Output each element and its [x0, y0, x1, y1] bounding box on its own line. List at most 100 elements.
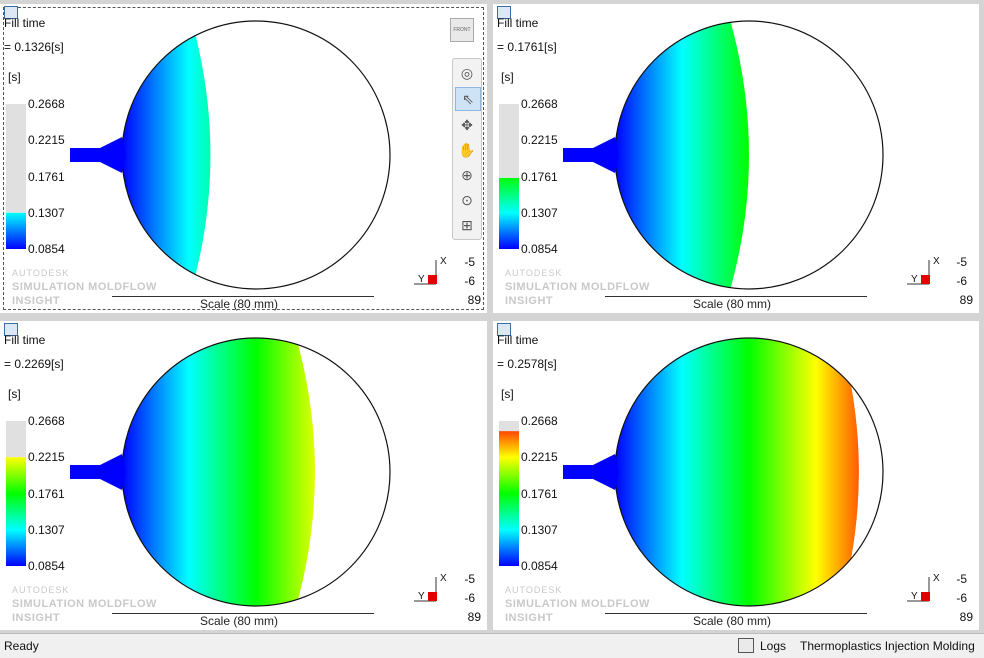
logo-line: SIMULATION MOLDFLOW	[505, 281, 650, 293]
legend-tick-label: 0.2215	[28, 133, 65, 148]
legend-unfilled	[499, 421, 519, 432]
legend-tick-label: 0.1307	[28, 205, 65, 220]
legend-tick-label: 0.1307	[521, 205, 558, 220]
pane-unit: [s]	[501, 70, 514, 84]
axis-letter-y: Y	[911, 274, 918, 285]
axis-letter-x: X	[440, 573, 447, 584]
melt-front-region	[615, 338, 859, 606]
axis-origin-marker	[921, 275, 930, 284]
legend-unfilled	[6, 421, 26, 458]
legend-tick-label: 0.0854	[28, 559, 65, 573]
pane-title: Fill time	[497, 333, 539, 347]
pane-time: = 0.2269[s]	[4, 357, 64, 371]
logo-line: INSIGHT	[12, 612, 61, 624]
legend-tick-label: 0.2668	[28, 97, 65, 111]
axis-triad	[907, 577, 930, 602]
scale-label: Scale (80 mm)	[693, 297, 772, 311]
legend-tick-label: 0.0854	[521, 559, 558, 573]
axis-value: -6	[956, 591, 967, 605]
autodesk-logo: AUTODESK SIMULATION MOLDFLOW INSIGHT	[505, 266, 650, 308]
axis-value: -5	[956, 572, 967, 586]
logo-line: AUTODESK	[505, 585, 563, 595]
pane-title: Fill time	[4, 333, 46, 347]
status-text: Ready	[4, 639, 39, 653]
axis-value: 89	[467, 293, 481, 307]
legend-color-bar	[499, 431, 519, 566]
pane-window-icon[interactable]	[4, 323, 18, 336]
legend-tick-label: 0.1761	[521, 169, 558, 184]
axis-triad	[907, 260, 930, 285]
legend-tick-label: 0.0854	[521, 242, 558, 256]
module-name: Thermoplastics Injection Molding	[800, 639, 975, 653]
axis-origin-marker	[921, 592, 930, 601]
axis-value: 89	[959, 293, 973, 307]
pan-hand-icon[interactable]: ✋	[458, 141, 476, 158]
viewcube[interactable]: FRONT	[450, 18, 474, 42]
logo-line: INSIGHT	[12, 295, 61, 307]
result-pane-3[interactable]: X Y 0.2668 0.2215 0.1761 0.1307 0.0854 Fill tim…	[0, 321, 487, 630]
cursor-icon[interactable]: ⇖	[455, 87, 481, 111]
result-pane-1[interactable]: X Y 0.2668 0.2215 0.1761 0.1307 0.0854 Fill tim…	[0, 4, 487, 313]
pane-time: = 0.2578[s]	[497, 357, 557, 371]
pane-unit: [s]	[8, 387, 21, 401]
legend-tick-label: 0.2668	[521, 414, 558, 428]
logo-line: INSIGHT	[505, 612, 554, 624]
result-pane-2[interactable]: X Y 0.2668 0.2215 0.1761 0.1307 0.0854 Fill tim…	[493, 4, 979, 313]
legend-tick-label: 0.2668	[521, 97, 558, 111]
pane-window-icon[interactable]	[497, 323, 511, 336]
axis-letter-y: Y	[911, 591, 918, 602]
steering-wheel-icon[interactable]: ◎	[460, 64, 474, 81]
legend-unfilled	[499, 104, 519, 178]
autodesk-logo: AUTODESK SIMULATION MOLDFLOW INSIGHT	[505, 583, 650, 625]
navigation-bar: ◎ ⇖ ✥ ✋ ⊕ ⊙ ⊞	[452, 58, 482, 240]
axis-value: -6	[464, 591, 475, 605]
logo-line: SIMULATION MOLDFLOW	[505, 598, 650, 610]
orbit-icon[interactable]: ✥	[461, 116, 473, 133]
axis-value: 89	[959, 610, 973, 624]
axis-letter-x: X	[933, 256, 940, 267]
legend-tick-label: 0.1307	[28, 522, 65, 537]
pane-unit: [s]	[8, 70, 21, 84]
axis-triad	[414, 260, 437, 285]
axis-letter-y: Y	[418, 591, 425, 602]
scale-bar	[605, 291, 867, 297]
legend-tick-label: 0.0854	[28, 242, 65, 256]
zoom-extents-icon[interactable]: ⊞	[461, 216, 473, 233]
logs-button[interactable]: Logs	[760, 639, 787, 653]
logo-line: SIMULATION MOLDFLOW	[12, 281, 157, 293]
zoom-window-icon[interactable]: ⊕	[461, 166, 473, 183]
legend-tick-label: 0.1761	[28, 486, 65, 501]
pane-window-icon[interactable]	[4, 6, 18, 19]
autodesk-logo: AUTODESK SIMULATION MOLDFLOW INSIGHT	[12, 583, 157, 625]
fill-time-plot: XY	[6, 20, 447, 290]
scale-bar	[112, 291, 374, 297]
axis-letter-x: X	[933, 573, 940, 584]
legend-tick-label: 0.2215	[521, 450, 558, 465]
logo-line: SIMULATION MOLDFLOW	[12, 598, 157, 610]
axis-value: -5	[956, 255, 967, 269]
scale-label: Scale (80 mm)	[200, 297, 279, 311]
logo-line: INSIGHT	[505, 295, 554, 307]
fill-time-plot: XY	[6, 337, 447, 607]
legend-tick-label: 0.1761	[28, 169, 65, 184]
pane-title: Fill time	[497, 16, 539, 30]
zoom-icon[interactable]: ⊙	[461, 191, 473, 208]
axis-triad	[414, 577, 437, 602]
pane-window-icon[interactable]	[497, 6, 511, 19]
pane-time: = 0.1326[s]	[4, 40, 64, 54]
logo-line: AUTODESK	[12, 585, 70, 595]
pane-title: Fill time	[4, 16, 46, 30]
melt-front-region	[615, 21, 749, 289]
axis-value: -5	[464, 572, 475, 586]
scale-label: Scale (80 mm)	[693, 614, 772, 628]
scale-bar	[112, 608, 374, 614]
result-pane-4[interactable]: X Y 0.2668 0.2215 0.1761 0.1307 0.0854 Fill tim…	[493, 321, 979, 630]
scale-label: Scale (80 mm)	[200, 614, 279, 628]
pane-unit: [s]	[501, 387, 514, 401]
logs-icon[interactable]	[738, 638, 754, 653]
axis-value: -6	[464, 274, 475, 288]
runner-gate	[70, 454, 126, 490]
melt-front-region	[122, 338, 315, 606]
runner-gate	[563, 454, 619, 490]
runner-gate	[70, 137, 126, 173]
